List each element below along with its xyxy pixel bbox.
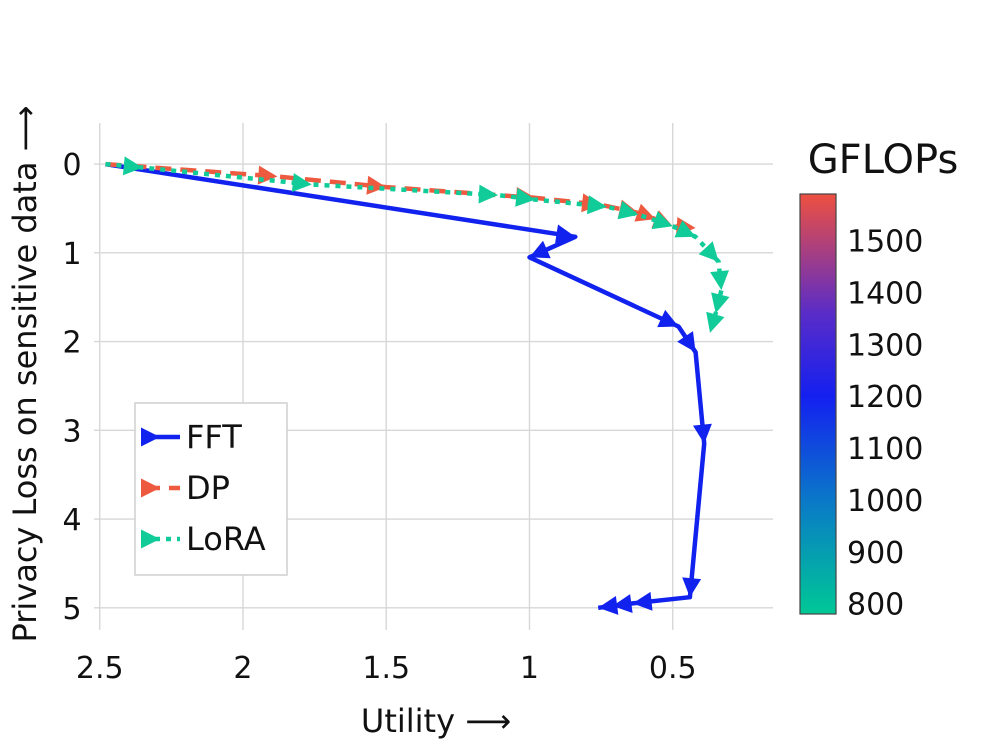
lora-line: [105, 161, 724, 334]
fft-point-marker: [632, 591, 653, 611]
fft-point-marker: [682, 577, 702, 598]
fft-point-marker: [529, 240, 551, 259]
lora-point-marker: [674, 220, 696, 238]
legend-item-fft: FFT: [141, 418, 242, 456]
colorbar-tick-label: 1200: [847, 380, 923, 415]
colorbar-tick-label: 1400: [847, 277, 923, 312]
colorbar-tick-label: 1100: [847, 432, 923, 467]
legend-item-lora: LoRA: [141, 520, 266, 558]
fft-point-marker: [677, 331, 696, 353]
legend-marker: [141, 529, 160, 549]
fft-point-marker: [693, 423, 712, 444]
legend-marker: [141, 427, 160, 447]
legend-label: LoRA: [186, 520, 266, 558]
legend-label: FFT: [186, 418, 242, 456]
lora-point-marker: [515, 187, 536, 207]
lora-point-marker: [651, 211, 673, 230]
colorbar-title: GFLOPs: [808, 137, 959, 183]
legend-marker: [141, 478, 160, 498]
legend-frame: [134, 402, 288, 576]
y-tick-label: 0: [62, 148, 81, 183]
y-tick-label: 1: [62, 237, 81, 272]
colorbar-tick-label: 900: [847, 536, 904, 571]
colorbar-gradient: [799, 193, 837, 615]
dp-point-marker: [634, 203, 656, 222]
lora-point-marker: [617, 200, 639, 220]
lora-point-marker: [710, 270, 729, 291]
legend-item-dp: DP: [141, 469, 230, 507]
y-tick-label: 5: [62, 592, 81, 627]
series-lora: [105, 156, 730, 334]
x-tick-label: 0.5: [649, 651, 697, 686]
colorbar-tick-label: 1000: [847, 484, 923, 519]
lora-point-marker: [706, 311, 725, 333]
fft-point-marker: [598, 596, 619, 615]
x-tick-label: 2.5: [76, 651, 124, 686]
colorbar-tick-label: 1300: [847, 328, 923, 363]
y-tick-label: 2: [62, 326, 81, 361]
axes: 2.5 2 1.5 1 0.5 0 1 2 3 4 5: [62, 148, 696, 686]
fft-point-marker: [555, 224, 576, 244]
lora-point-marker: [291, 173, 312, 192]
series-fft: [105, 161, 712, 615]
lora-point-marker: [711, 292, 730, 314]
y-tick-label: 4: [62, 503, 81, 538]
y-axis-label: Privacy Loss on sensitive data ⟶: [6, 106, 44, 643]
lora-point-marker: [587, 195, 607, 215]
y-tick-label: 3: [62, 414, 81, 449]
x-tick-label: 1: [520, 651, 539, 686]
x-tick-label: 2: [233, 651, 252, 686]
fft-point-marker: [657, 309, 679, 328]
fft-point-marker: [612, 594, 633, 613]
colorbar-tick-label: 800: [847, 588, 904, 623]
legend-label: DP: [186, 469, 230, 507]
x-tick-label: 1.5: [362, 651, 410, 686]
dp-point-marker: [366, 175, 387, 195]
plot-series: [105, 156, 730, 615]
lora-point-marker: [698, 241, 719, 262]
x-axis-label: Utility ⟶: [361, 702, 511, 740]
colorbar: GFLOPs 1500 1400 1300 1200 1100 1000 900 800: [799, 137, 959, 623]
lora-point-marker: [478, 184, 498, 204]
colorbar-tick-label: 1500: [847, 225, 923, 260]
lora-point-marker: [122, 156, 143, 176]
legend: FFT DP LoRA: [134, 402, 288, 576]
dp-line: [105, 161, 696, 231]
